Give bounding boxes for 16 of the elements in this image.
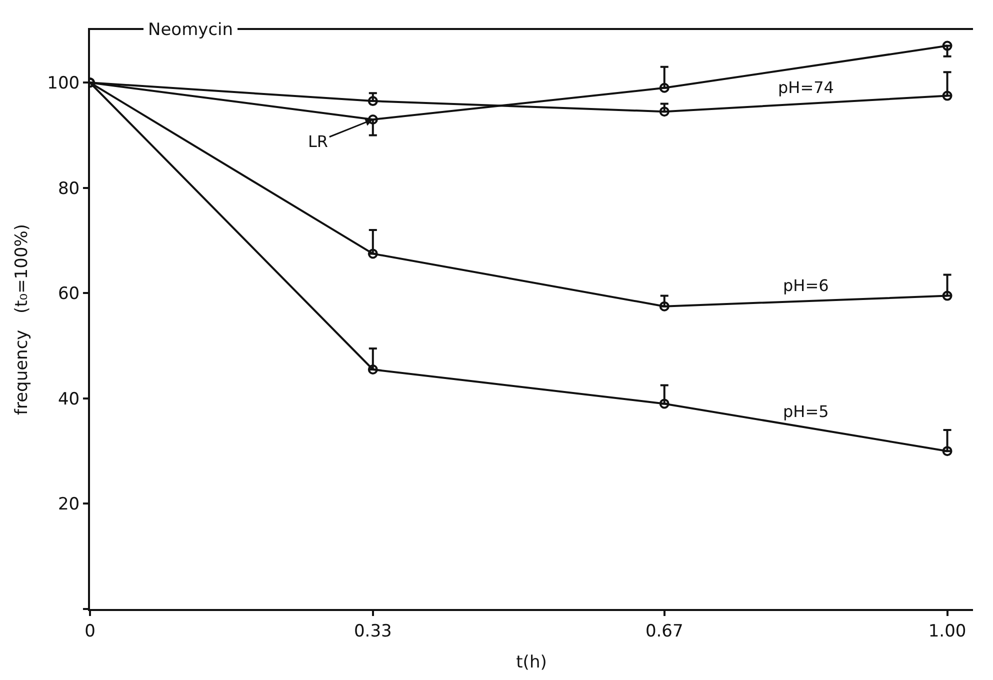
y-tick-label: 20: [58, 494, 80, 515]
chart-title: Neomycin: [148, 20, 234, 40]
x-tick-label: 0: [84, 621, 96, 642]
y-axis-title: frequency (t₀=100%): [12, 224, 32, 416]
x-axis-title: t(h): [516, 652, 547, 672]
series-label: LR: [308, 132, 328, 151]
y-tick-label: 100: [47, 74, 80, 94]
x-tick-label: 0.33: [354, 621, 392, 642]
series-label: pH=6: [783, 276, 829, 295]
series-label: pH=74: [778, 78, 834, 97]
series-label: pH=5: [783, 402, 829, 421]
y-tick-label: 60: [58, 284, 80, 304]
y-tick-label: 40: [58, 389, 80, 410]
x-tick-label: 0.67: [645, 621, 684, 642]
x-tick-label: 1.00: [928, 621, 966, 642]
y-tick-label: 80: [58, 178, 80, 199]
